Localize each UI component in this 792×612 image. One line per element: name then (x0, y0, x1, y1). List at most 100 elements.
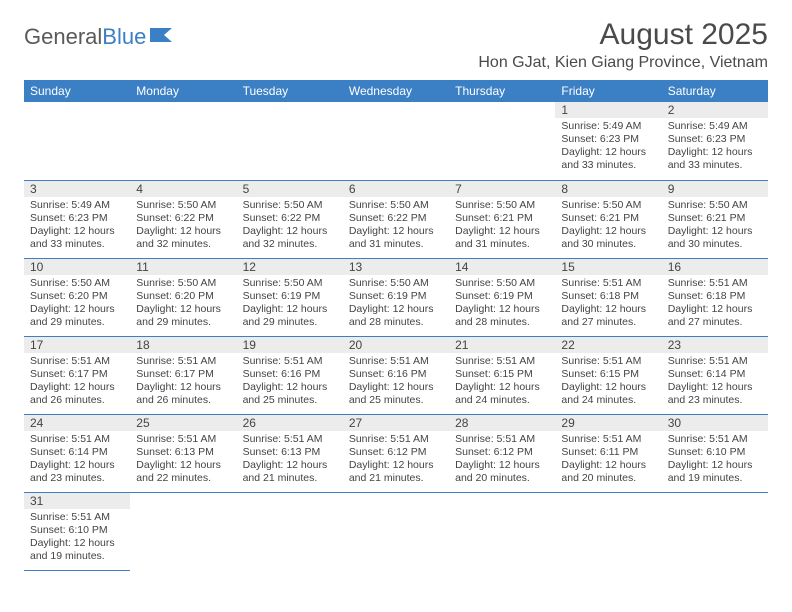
day-number: 8 (555, 181, 661, 197)
header: GeneralBlue August 2025 Hon GJat, Kien G… (24, 18, 768, 72)
calendar-cell (24, 102, 130, 180)
calendar-table: Sunday Monday Tuesday Wednesday Thursday… (24, 80, 768, 571)
day-body: Sunrise: 5:50 AMSunset: 6:21 PMDaylight:… (449, 197, 555, 256)
daylight-line: Daylight: 12 hours and 23 minutes. (30, 459, 124, 485)
day-number: 30 (662, 415, 768, 431)
sunrise-line: Sunrise: 5:51 AM (561, 433, 655, 446)
sunrise-line: Sunrise: 5:51 AM (349, 433, 443, 446)
sunrise-line: Sunrise: 5:51 AM (136, 355, 230, 368)
day-number: 20 (343, 337, 449, 353)
daylight-line: Daylight: 12 hours and 29 minutes. (30, 303, 124, 329)
calendar-cell: 2Sunrise: 5:49 AMSunset: 6:23 PMDaylight… (662, 102, 768, 180)
day-number: 28 (449, 415, 555, 431)
daylight-line: Daylight: 12 hours and 29 minutes. (136, 303, 230, 329)
day-number: 23 (662, 337, 768, 353)
day-number: 31 (24, 493, 130, 509)
weekday-header: Tuesday (237, 80, 343, 102)
daylight-line: Daylight: 12 hours and 33 minutes. (561, 146, 655, 172)
sunset-line: Sunset: 6:10 PM (30, 524, 124, 537)
sunrise-line: Sunrise: 5:51 AM (561, 355, 655, 368)
weekday-header-row: Sunday Monday Tuesday Wednesday Thursday… (24, 80, 768, 102)
sunset-line: Sunset: 6:11 PM (561, 446, 655, 459)
calendar-cell: 31Sunrise: 5:51 AMSunset: 6:10 PMDayligh… (24, 492, 130, 570)
day-body: Sunrise: 5:50 AMSunset: 6:22 PMDaylight:… (130, 197, 236, 256)
calendar-cell: 7Sunrise: 5:50 AMSunset: 6:21 PMDaylight… (449, 180, 555, 258)
sunrise-line: Sunrise: 5:49 AM (668, 120, 762, 133)
calendar-cell (449, 102, 555, 180)
sunrise-line: Sunrise: 5:50 AM (243, 199, 337, 212)
calendar-cell: 30Sunrise: 5:51 AMSunset: 6:10 PMDayligh… (662, 414, 768, 492)
day-number: 14 (449, 259, 555, 275)
daylight-line: Daylight: 12 hours and 26 minutes. (30, 381, 124, 407)
calendar-cell: 29Sunrise: 5:51 AMSunset: 6:11 PMDayligh… (555, 414, 661, 492)
calendar-cell (237, 492, 343, 570)
day-body: Sunrise: 5:51 AMSunset: 6:12 PMDaylight:… (449, 431, 555, 490)
sunrise-line: Sunrise: 5:51 AM (30, 355, 124, 368)
calendar-cell: 26Sunrise: 5:51 AMSunset: 6:13 PMDayligh… (237, 414, 343, 492)
daylight-line: Daylight: 12 hours and 24 minutes. (455, 381, 549, 407)
sunrise-line: Sunrise: 5:49 AM (30, 199, 124, 212)
sunset-line: Sunset: 6:13 PM (136, 446, 230, 459)
day-number: 22 (555, 337, 661, 353)
calendar-cell: 17Sunrise: 5:51 AMSunset: 6:17 PMDayligh… (24, 336, 130, 414)
calendar-cell: 1Sunrise: 5:49 AMSunset: 6:23 PMDaylight… (555, 102, 661, 180)
daylight-line: Daylight: 12 hours and 25 minutes. (243, 381, 337, 407)
calendar-cell: 27Sunrise: 5:51 AMSunset: 6:12 PMDayligh… (343, 414, 449, 492)
calendar-cell (130, 492, 236, 570)
day-number: 5 (237, 181, 343, 197)
weekday-header: Wednesday (343, 80, 449, 102)
sunset-line: Sunset: 6:19 PM (243, 290, 337, 303)
calendar-cell: 3Sunrise: 5:49 AMSunset: 6:23 PMDaylight… (24, 180, 130, 258)
day-number: 29 (555, 415, 661, 431)
sunrise-line: Sunrise: 5:49 AM (561, 120, 655, 133)
sunset-line: Sunset: 6:18 PM (668, 290, 762, 303)
sunrise-line: Sunrise: 5:51 AM (136, 433, 230, 446)
sunset-line: Sunset: 6:14 PM (668, 368, 762, 381)
sunset-line: Sunset: 6:20 PM (30, 290, 124, 303)
sunset-line: Sunset: 6:10 PM (668, 446, 762, 459)
sunrise-line: Sunrise: 5:50 AM (561, 199, 655, 212)
day-body: Sunrise: 5:51 AMSunset: 6:17 PMDaylight:… (130, 353, 236, 412)
day-number: 25 (130, 415, 236, 431)
sunset-line: Sunset: 6:19 PM (349, 290, 443, 303)
sunrise-line: Sunrise: 5:50 AM (455, 277, 549, 290)
calendar-cell: 10Sunrise: 5:50 AMSunset: 6:20 PMDayligh… (24, 258, 130, 336)
day-body: Sunrise: 5:51 AMSunset: 6:18 PMDaylight:… (555, 275, 661, 334)
sunset-line: Sunset: 6:17 PM (30, 368, 124, 381)
calendar-cell: 20Sunrise: 5:51 AMSunset: 6:16 PMDayligh… (343, 336, 449, 414)
sunrise-line: Sunrise: 5:50 AM (349, 199, 443, 212)
day-body: Sunrise: 5:50 AMSunset: 6:21 PMDaylight:… (662, 197, 768, 256)
day-body: Sunrise: 5:51 AMSunset: 6:13 PMDaylight:… (237, 431, 343, 490)
sunrise-line: Sunrise: 5:51 AM (243, 355, 337, 368)
month-title: August 2025 (478, 18, 768, 52)
day-number: 4 (130, 181, 236, 197)
calendar-row: 1Sunrise: 5:49 AMSunset: 6:23 PMDaylight… (24, 102, 768, 180)
calendar-cell: 12Sunrise: 5:50 AMSunset: 6:19 PMDayligh… (237, 258, 343, 336)
calendar-row: 31Sunrise: 5:51 AMSunset: 6:10 PMDayligh… (24, 492, 768, 570)
sunrise-line: Sunrise: 5:51 AM (243, 433, 337, 446)
daylight-line: Daylight: 12 hours and 27 minutes. (668, 303, 762, 329)
sunrise-line: Sunrise: 5:51 AM (30, 433, 124, 446)
sunrise-line: Sunrise: 5:51 AM (455, 433, 549, 446)
day-number: 15 (555, 259, 661, 275)
weekday-header: Sunday (24, 80, 130, 102)
sunrise-line: Sunrise: 5:51 AM (668, 277, 762, 290)
sunrise-line: Sunrise: 5:50 AM (30, 277, 124, 290)
calendar-cell (343, 492, 449, 570)
calendar-cell: 13Sunrise: 5:50 AMSunset: 6:19 PMDayligh… (343, 258, 449, 336)
day-number: 13 (343, 259, 449, 275)
weekday-header: Monday (130, 80, 236, 102)
day-body: Sunrise: 5:50 AMSunset: 6:19 PMDaylight:… (237, 275, 343, 334)
daylight-line: Daylight: 12 hours and 27 minutes. (561, 303, 655, 329)
day-number: 19 (237, 337, 343, 353)
daylight-line: Daylight: 12 hours and 19 minutes. (30, 537, 124, 563)
daylight-line: Daylight: 12 hours and 33 minutes. (30, 225, 124, 251)
daylight-line: Daylight: 12 hours and 21 minutes. (243, 459, 337, 485)
day-body: Sunrise: 5:50 AMSunset: 6:20 PMDaylight:… (24, 275, 130, 334)
sunset-line: Sunset: 6:17 PM (136, 368, 230, 381)
daylight-line: Daylight: 12 hours and 33 minutes. (668, 146, 762, 172)
sunset-line: Sunset: 6:18 PM (561, 290, 655, 303)
daylight-line: Daylight: 12 hours and 31 minutes. (349, 225, 443, 251)
calendar-cell: 14Sunrise: 5:50 AMSunset: 6:19 PMDayligh… (449, 258, 555, 336)
calendar-cell: 22Sunrise: 5:51 AMSunset: 6:15 PMDayligh… (555, 336, 661, 414)
